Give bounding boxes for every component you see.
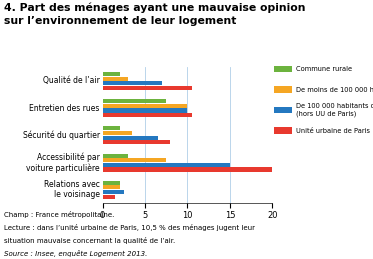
Text: 4. Part des ménages ayant une mauvaise opinion
sur l’environnement de leur logem: 4. Part des ménages ayant une mauvaise o… <box>4 3 305 26</box>
Bar <box>103 181 119 185</box>
Bar <box>103 185 119 190</box>
Bar <box>103 86 192 90</box>
Bar <box>103 104 188 108</box>
Text: De moins de 100 000 habitants: De moins de 100 000 habitants <box>297 87 373 93</box>
FancyBboxPatch shape <box>274 66 292 73</box>
Text: Champ : France métropolitaine.: Champ : France métropolitaine. <box>4 211 114 218</box>
FancyBboxPatch shape <box>274 107 292 113</box>
Bar <box>103 135 158 140</box>
Text: Unité urbaine de Paris: Unité urbaine de Paris <box>297 128 370 134</box>
Bar <box>103 195 115 199</box>
Bar <box>103 77 128 81</box>
Text: Lecture : dans l’unité urbaine de Paris, 10,5 % des ménages jugent leur: Lecture : dans l’unité urbaine de Paris,… <box>4 224 255 231</box>
FancyBboxPatch shape <box>274 127 292 134</box>
Bar <box>103 81 162 85</box>
Bar <box>103 131 132 135</box>
Bar <box>103 163 230 167</box>
Bar <box>103 113 192 117</box>
Text: De 100 000 habitants ou plus
(hors UU de Paris): De 100 000 habitants ou plus (hors UU de… <box>297 104 373 117</box>
Bar <box>103 108 188 112</box>
Bar <box>103 140 170 144</box>
Text: Source : Insee, enquête Logement 2013.: Source : Insee, enquête Logement 2013. <box>4 250 147 257</box>
FancyBboxPatch shape <box>274 87 292 93</box>
Bar <box>103 167 272 171</box>
Bar <box>103 126 119 131</box>
Bar <box>103 72 119 76</box>
Text: Commune rurale: Commune rurale <box>297 66 352 72</box>
Bar <box>103 99 166 103</box>
Bar <box>103 158 166 162</box>
Bar <box>103 154 128 158</box>
Bar <box>103 190 124 194</box>
Text: situation mauvaise concernant la qualité de l’air.: situation mauvaise concernant la qualité… <box>4 237 175 244</box>
